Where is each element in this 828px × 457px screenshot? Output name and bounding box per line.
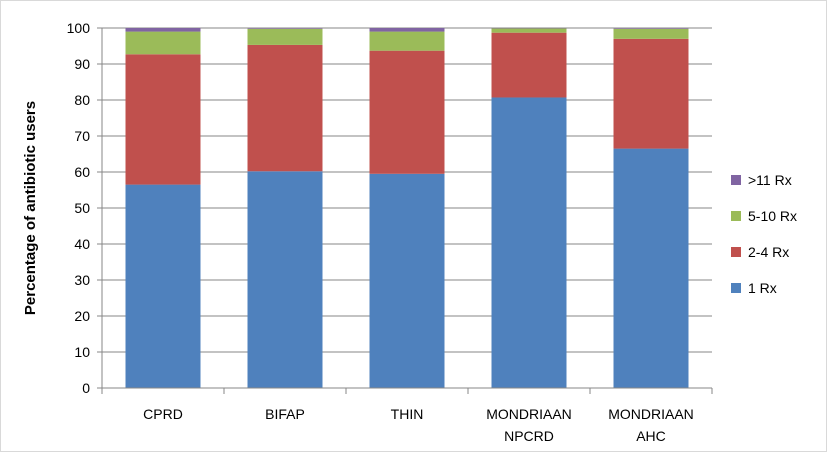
legend-label: >11 Rx: [748, 172, 792, 188]
bar-segment: [492, 97, 567, 388]
legend: >11 Rx 5-10 Rx 2-4 Rx 1 Rx: [731, 172, 797, 296]
y-tick-label: 50: [74, 200, 90, 216]
x-category-label: MONDRIAAN: [608, 406, 694, 422]
legend-label: 1 Rx: [748, 280, 777, 296]
x-category-labels: CPRD BIFAP THIN MONDRIAAN NPCRD MONDRIAAN AHC: [143, 406, 694, 444]
bar-segment: [370, 32, 445, 51]
bar-segment: [126, 28, 201, 32]
bar-segment: [126, 32, 201, 55]
y-tick-label: 100: [67, 20, 91, 36]
y-tick-label: 30: [74, 272, 90, 288]
bar-segment: [126, 54, 201, 184]
y-tick-label: 70: [74, 128, 90, 144]
legend-label: 2-4 Rx: [748, 244, 789, 260]
y-tick-labels: 0 10 20 30 40 50 60 70 80 90 100: [67, 20, 91, 396]
bar-segment: [614, 39, 689, 149]
bar-segment: [248, 28, 323, 29]
y-tick-label: 0: [82, 380, 90, 396]
y-tick-label: 40: [74, 236, 90, 252]
bar-segment: [614, 29, 689, 39]
bar-segment: [370, 51, 445, 174]
bar-segment: [248, 45, 323, 171]
x-category-label: NPCRD: [504, 428, 554, 444]
x-category-label: BIFAP: [265, 406, 305, 422]
y-tick-label: 10: [74, 344, 90, 360]
x-category-label: THIN: [391, 406, 424, 422]
y-tick-label: 90: [74, 56, 90, 72]
bar-segment: [370, 174, 445, 388]
x-category-label: CPRD: [143, 406, 183, 422]
bar-segment: [248, 171, 323, 388]
x-category-label: AHC: [636, 428, 666, 444]
x-category-label: MONDRIAAN: [486, 406, 572, 422]
bar-segment: [614, 149, 689, 388]
bar-segment: [126, 185, 201, 388]
y-tick-label: 60: [74, 164, 90, 180]
bar-segment: [492, 28, 567, 32]
bar-segment: [492, 33, 567, 98]
legend-swatch: [731, 175, 741, 185]
bar-segment: [614, 28, 689, 29]
bar-segment: [370, 28, 445, 32]
bar-segment: [248, 29, 323, 45]
legend-label: 5-10 Rx: [748, 208, 797, 224]
legend-swatch: [731, 283, 741, 293]
y-tick-label: 20: [74, 308, 90, 324]
y-tick-label: 80: [74, 92, 90, 108]
legend-swatch: [731, 211, 741, 221]
legend-swatch: [731, 247, 741, 257]
y-axis-title: Percentage of antibiotic users: [22, 101, 39, 315]
